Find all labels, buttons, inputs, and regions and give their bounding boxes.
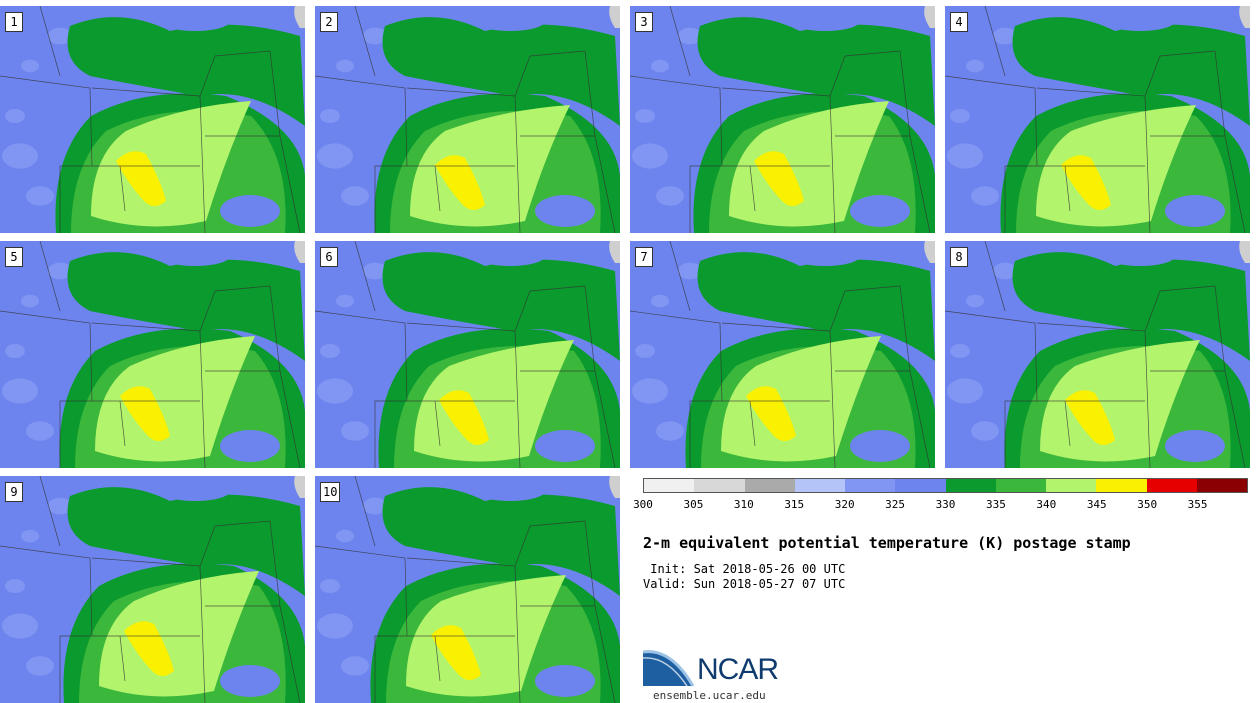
colorbar-tick-label: 320 xyxy=(834,498,855,511)
colorbar-swatch xyxy=(794,479,845,492)
colorbar-swatch xyxy=(1146,479,1197,492)
member-number: 2 xyxy=(320,12,338,32)
colorbar-tick-label: 310 xyxy=(733,498,754,511)
colorbar-swatch xyxy=(995,479,1046,492)
map-field xyxy=(315,241,620,468)
init-time: Init: Sat 2018-05-26 00 UTC xyxy=(643,562,846,576)
valid-time: Valid: Sun 2018-05-27 07 UTC xyxy=(643,577,846,591)
ensemble-member-panel: 7 xyxy=(630,241,935,468)
colorbar-swatch xyxy=(945,479,996,492)
colorbar-tick-label: 335 xyxy=(985,498,1006,511)
colorbar xyxy=(643,478,1248,493)
colorbar-swatch xyxy=(845,479,896,492)
colorbar-tick-label: 305 xyxy=(683,498,704,511)
colorbar-tick-label: 340 xyxy=(1036,498,1057,511)
member-number: 1 xyxy=(5,12,23,32)
member-number: 5 xyxy=(5,247,23,267)
colorbar-tick-label: 355 xyxy=(1187,498,1208,511)
ensemble-member-panel: 2 xyxy=(315,6,620,233)
colorbar-swatch xyxy=(895,479,946,492)
logo-wordmark: NCAR xyxy=(697,653,779,686)
colorbar-swatch xyxy=(644,479,695,492)
website-url: ensemble.ucar.edu xyxy=(653,689,766,702)
colorbar-swatch xyxy=(694,479,745,492)
ncar-logo-icon xyxy=(643,650,695,687)
map-field xyxy=(630,6,935,233)
colorbar-tick-label: 345 xyxy=(1086,498,1107,511)
colorbar-swatch xyxy=(1046,479,1097,492)
ensemble-member-panel: 6 xyxy=(315,241,620,468)
colorbar-tick-label: 350 xyxy=(1137,498,1158,511)
ensemble-member-panel: 1 xyxy=(0,6,305,233)
colorbar-swatch xyxy=(744,479,795,492)
figure-title: 2-m equivalent potential temperature (K)… xyxy=(643,534,1131,552)
map-field xyxy=(315,6,620,233)
map-field xyxy=(0,6,305,233)
ensemble-member-panel: 9 xyxy=(0,476,305,703)
member-number: 9 xyxy=(5,482,23,502)
map-field xyxy=(630,241,935,468)
colorbar-ticks: 300 305 310 315 320 325 330 335 340 345 350 355 xyxy=(633,498,1248,512)
colorbar-tick-label: 300 xyxy=(633,498,653,511)
map-field xyxy=(315,476,620,703)
ensemble-member-panel: 10 xyxy=(315,476,620,703)
colorbar-tick-label: 315 xyxy=(784,498,805,511)
map-field xyxy=(0,241,305,468)
ensemble-member-panel: 8 xyxy=(945,241,1250,468)
colorbar-tick-label: 325 xyxy=(885,498,906,511)
ensemble-member-panel: 3 xyxy=(630,6,935,233)
map-field xyxy=(0,476,305,703)
member-number: 7 xyxy=(635,247,653,267)
colorbar-tick-label: 330 xyxy=(935,498,956,511)
member-number: 3 xyxy=(635,12,653,32)
ensemble-member-panel: 5 xyxy=(0,241,305,468)
colorbar-swatch xyxy=(1196,479,1247,492)
colorbar-swatch xyxy=(1096,479,1147,492)
map-field xyxy=(945,241,1250,468)
member-number: 8 xyxy=(950,247,968,267)
member-number: 4 xyxy=(950,12,968,32)
map-field xyxy=(945,6,1250,233)
member-number: 10 xyxy=(320,482,341,502)
ensemble-member-panel: 4 xyxy=(945,6,1250,233)
member-number: 6 xyxy=(320,247,338,267)
